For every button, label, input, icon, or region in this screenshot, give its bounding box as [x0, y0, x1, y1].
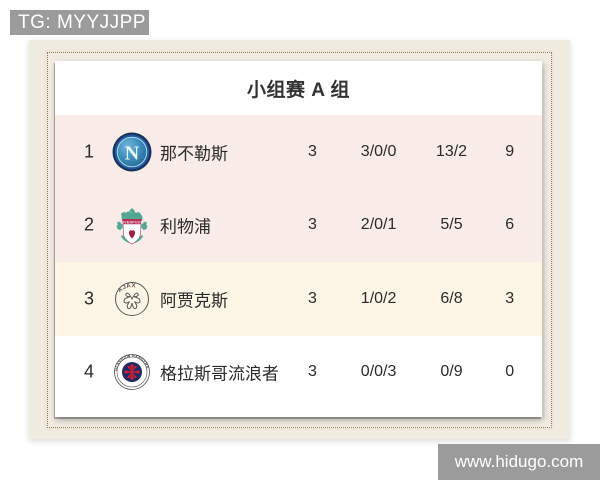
svg-text:LIVERPOOL: LIVERPOOL: [120, 221, 143, 225]
svg-text:AJAX: AJAX: [117, 283, 136, 294]
svg-text:N: N: [124, 142, 139, 164]
